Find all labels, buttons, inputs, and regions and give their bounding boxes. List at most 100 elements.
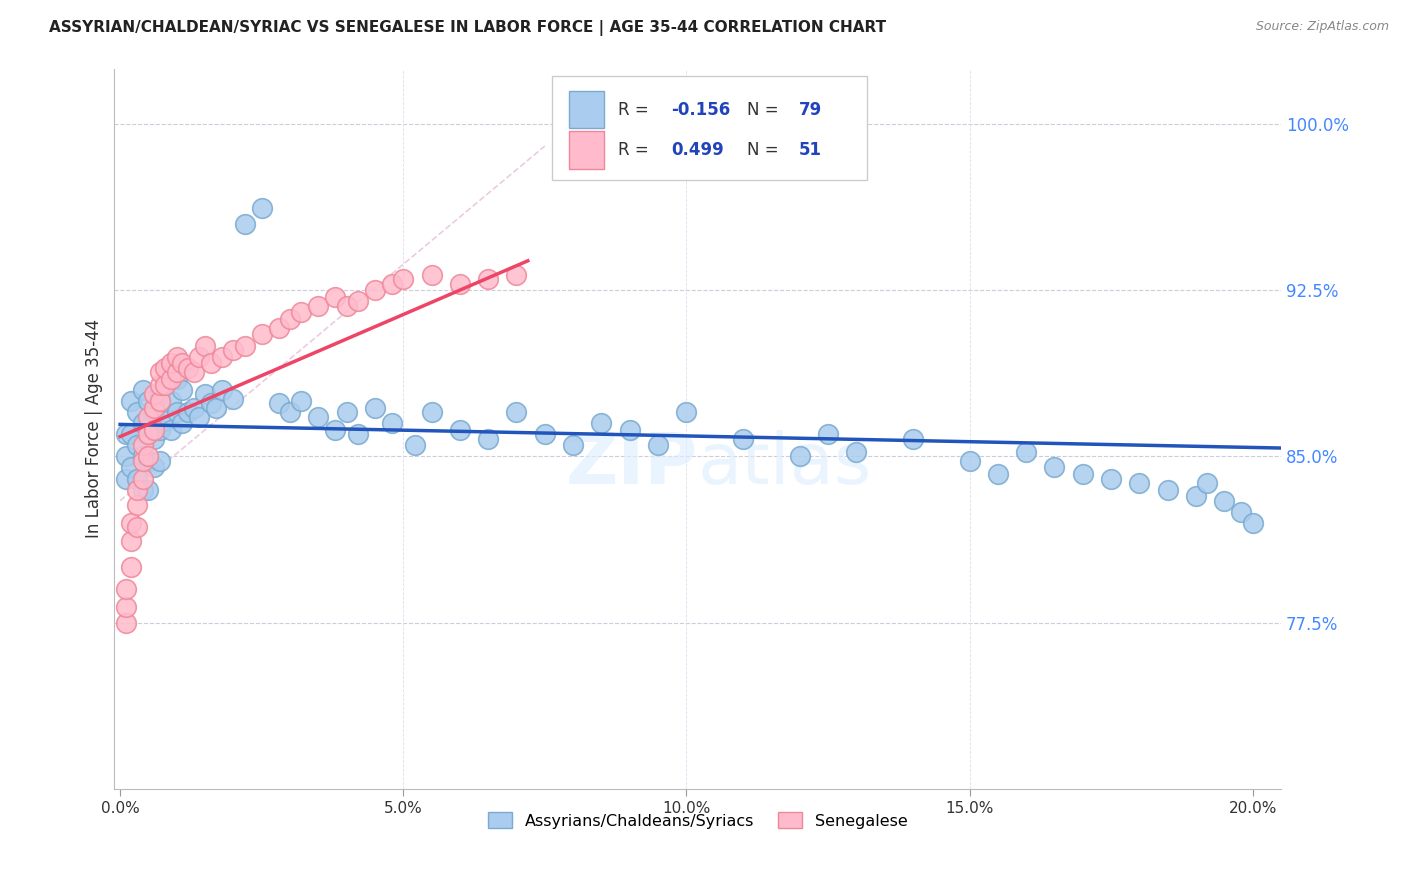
Point bbox=[160, 356, 183, 370]
Point bbox=[789, 450, 811, 464]
Point bbox=[307, 299, 329, 313]
Point bbox=[505, 268, 527, 282]
Text: R =: R = bbox=[619, 101, 654, 119]
Point bbox=[160, 423, 183, 437]
Point bbox=[533, 427, 555, 442]
Point bbox=[381, 416, 404, 430]
Point bbox=[290, 394, 312, 409]
Point bbox=[233, 217, 256, 231]
Point bbox=[1071, 467, 1094, 482]
Point bbox=[132, 383, 155, 397]
Point bbox=[336, 299, 359, 313]
Point bbox=[114, 472, 136, 486]
Point bbox=[336, 405, 359, 419]
Point bbox=[166, 365, 188, 379]
Text: 51: 51 bbox=[799, 141, 823, 159]
Point bbox=[120, 533, 142, 548]
Legend: Assyrians/Chaldeans/Syriacs, Senegalese: Assyrians/Chaldeans/Syriacs, Senegalese bbox=[481, 805, 914, 835]
Point bbox=[132, 454, 155, 468]
Point bbox=[1043, 460, 1066, 475]
Point bbox=[404, 438, 426, 452]
Point bbox=[120, 516, 142, 530]
Point bbox=[477, 432, 499, 446]
Point bbox=[160, 372, 183, 386]
Point bbox=[166, 350, 188, 364]
Point bbox=[125, 472, 148, 486]
Point bbox=[1015, 445, 1038, 459]
Point bbox=[477, 272, 499, 286]
Text: -0.156: -0.156 bbox=[671, 101, 730, 119]
Point bbox=[138, 427, 160, 442]
Text: R =: R = bbox=[619, 141, 654, 159]
Point bbox=[449, 277, 471, 291]
Point bbox=[125, 483, 148, 497]
Text: atlas: atlas bbox=[697, 430, 872, 500]
Point bbox=[420, 405, 443, 419]
Text: ASSYRIAN/CHALDEAN/SYRIAC VS SENEGALESE IN LABOR FORCE | AGE 35-44 CORRELATION CH: ASSYRIAN/CHALDEAN/SYRIAC VS SENEGALESE I… bbox=[49, 20, 886, 36]
Point bbox=[250, 201, 273, 215]
Point bbox=[138, 450, 160, 464]
Point bbox=[278, 312, 301, 326]
Point bbox=[155, 414, 177, 428]
Point bbox=[149, 378, 172, 392]
Point bbox=[222, 343, 245, 357]
Point bbox=[143, 405, 166, 419]
Point bbox=[143, 401, 166, 415]
Point bbox=[120, 560, 142, 574]
Point bbox=[222, 392, 245, 406]
Point bbox=[505, 405, 527, 419]
Point bbox=[194, 387, 217, 401]
Point bbox=[138, 409, 160, 424]
Point bbox=[364, 401, 387, 415]
Point bbox=[138, 427, 160, 442]
Point bbox=[1230, 505, 1253, 519]
Point bbox=[138, 454, 160, 468]
Point bbox=[267, 396, 290, 410]
Point bbox=[125, 405, 148, 419]
Point bbox=[143, 423, 166, 437]
Point bbox=[200, 356, 222, 370]
Point bbox=[177, 360, 200, 375]
Point bbox=[143, 460, 166, 475]
Point bbox=[172, 383, 194, 397]
Text: Source: ZipAtlas.com: Source: ZipAtlas.com bbox=[1256, 20, 1389, 33]
Point bbox=[959, 454, 981, 468]
Point bbox=[188, 409, 211, 424]
Point bbox=[114, 600, 136, 615]
Point bbox=[562, 438, 585, 452]
Point bbox=[188, 350, 211, 364]
Point bbox=[267, 321, 290, 335]
Point bbox=[172, 356, 194, 370]
Text: 79: 79 bbox=[799, 101, 823, 119]
Point bbox=[183, 401, 205, 415]
Point bbox=[194, 338, 217, 352]
Point bbox=[160, 394, 183, 409]
Point bbox=[364, 283, 387, 297]
Point bbox=[449, 423, 471, 437]
Point bbox=[155, 360, 177, 375]
Point bbox=[166, 372, 188, 386]
Bar bbox=[569, 91, 605, 128]
Point bbox=[647, 438, 669, 452]
Point bbox=[143, 387, 166, 401]
Point bbox=[1213, 493, 1236, 508]
Point bbox=[125, 520, 148, 534]
Point bbox=[233, 338, 256, 352]
Point bbox=[166, 405, 188, 419]
Point bbox=[132, 472, 155, 486]
Point bbox=[143, 432, 166, 446]
Point bbox=[675, 405, 697, 419]
FancyBboxPatch shape bbox=[553, 76, 868, 180]
Point bbox=[149, 387, 172, 401]
Point bbox=[132, 450, 155, 464]
Point bbox=[132, 438, 155, 452]
Point bbox=[420, 268, 443, 282]
Y-axis label: In Labor Force | Age 35-44: In Labor Force | Age 35-44 bbox=[86, 319, 103, 538]
Point bbox=[114, 582, 136, 597]
Point bbox=[138, 394, 160, 409]
Point bbox=[211, 383, 233, 397]
Point bbox=[307, 409, 329, 424]
Point bbox=[619, 423, 641, 437]
Point bbox=[114, 427, 136, 442]
Point bbox=[1128, 475, 1150, 490]
